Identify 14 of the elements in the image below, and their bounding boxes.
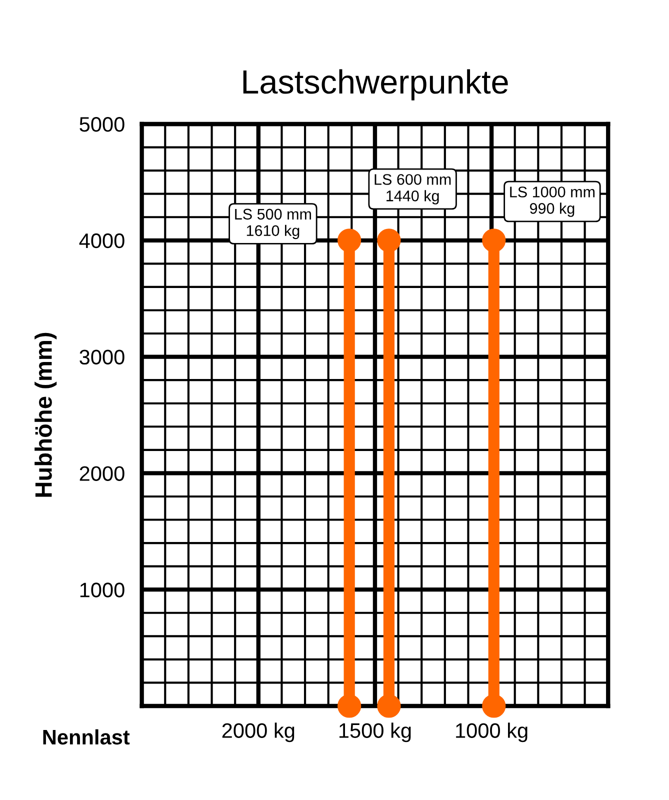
- x-axis-title: Nennlast: [43, 729, 130, 745]
- x-tick-label: 1000 kg: [456, 722, 528, 742]
- annotation: LS 600 mm 1440 kg: [374, 174, 451, 204]
- y-axis-title: Hubhöhe (mm): [34, 332, 57, 497]
- y-tick-label: 5000: [80, 117, 124, 132]
- y-tick-label: 3000: [80, 350, 124, 365]
- annotation: LS 500 mm 1610 kg: [235, 208, 311, 240]
- x-tick-label: 1500 kg: [340, 722, 411, 742]
- y-tick-label: 2000: [80, 466, 124, 481]
- y-tick-label: 1000: [80, 582, 124, 598]
- chart-title: Lastschwerpunkte: [243, 69, 508, 100]
- x-tick-label: 2000 kg: [222, 722, 294, 742]
- annotation: LS 1000 mm 990 kg: [510, 186, 595, 217]
- y-tick-label: 4000: [79, 233, 124, 248]
